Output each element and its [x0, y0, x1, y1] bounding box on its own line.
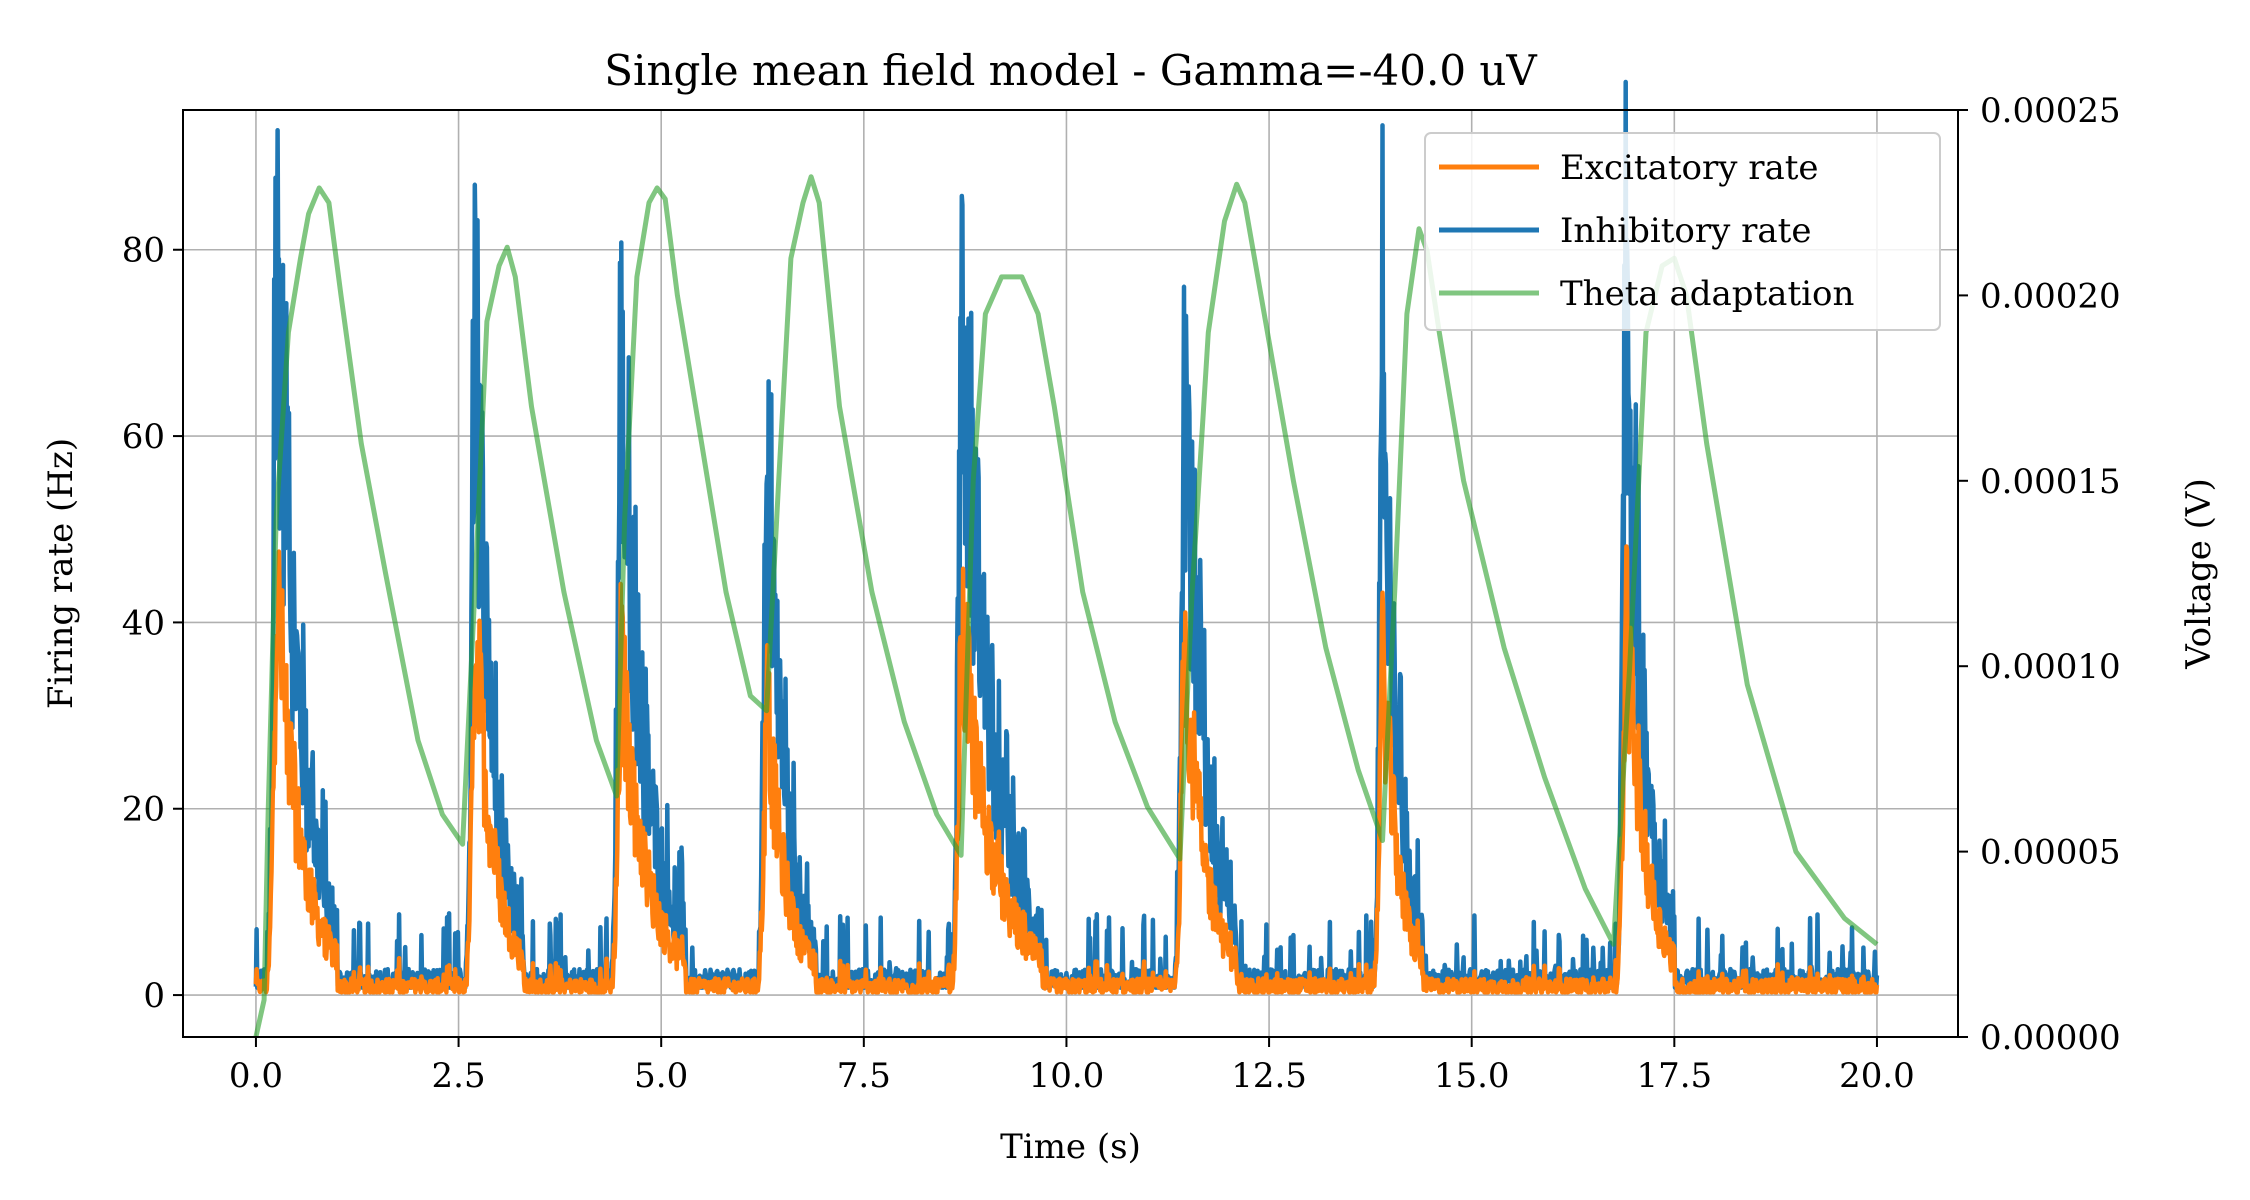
y-tick-label-left-4: 80 — [122, 231, 165, 271]
theta-adaptation-line — [253, 174, 1879, 1038]
plot-series — [253, 79, 1880, 1038]
axis-ticks: 0.0 2.5 5.0 7.5 10.0 12.5 15.0 17.5 20.0 0 20 40 60 8… — [122, 91, 2121, 1096]
x-tick-label-3: 7.5 — [837, 1056, 891, 1096]
x-axis-label: Time (s) — [1000, 1127, 1141, 1167]
y-tick-label-right-4: 0.00020 — [1980, 276, 2121, 316]
legend-label-theta: Theta adaptation — [1560, 274, 1854, 314]
y-tick-label-left-3: 60 — [122, 417, 165, 457]
excitatory-rate-line — [253, 544, 1880, 995]
legend-label-excitatory: Excitatory rate — [1560, 148, 1819, 188]
y-axis-label-left: Firing rate (Hz) — [41, 438, 81, 709]
legend-label-inhibitory: Inhibitory rate — [1560, 211, 1811, 251]
legend-box — [1424, 132, 1941, 331]
y-tick-label-right-3: 0.00015 — [1980, 462, 2121, 502]
inhibitory-rate-line — [253, 79, 1880, 990]
x-tick-label-0: 0.0 — [229, 1056, 283, 1096]
y-tick-label-right-1: 0.00005 — [1980, 833, 2121, 873]
y-tick-label-left-2: 40 — [122, 603, 165, 643]
x-tick-label-8: 20.0 — [1839, 1056, 1915, 1096]
x-tick-label-6: 15.0 — [1434, 1056, 1510, 1096]
legend: Excitatory rate Inhibitory rate Theta ad… — [1424, 132, 1941, 331]
y-tick-label-left-0: 0 — [143, 976, 165, 1016]
x-tick-label-4: 10.0 — [1029, 1056, 1105, 1096]
y-tick-label-right-0: 0.00000 — [1980, 1018, 2121, 1058]
x-tick-label-7: 17.5 — [1636, 1056, 1712, 1096]
y-tick-label-right-5: 0.00025 — [1980, 91, 2121, 131]
plot-frame — [182, 109, 1959, 1038]
x-tick-label-2: 5.0 — [634, 1056, 688, 1096]
x-tick-label-5: 12.5 — [1231, 1056, 1307, 1096]
x-tick-label-1: 2.5 — [432, 1056, 486, 1096]
y-tick-label-right-2: 0.00010 — [1980, 647, 2121, 687]
y-tick-label-left-1: 20 — [122, 790, 165, 830]
y-axis-label-right: Voltage (V) — [2179, 478, 2219, 670]
chart-title: Single mean field model - Gamma=-40.0 uV — [604, 46, 1537, 95]
